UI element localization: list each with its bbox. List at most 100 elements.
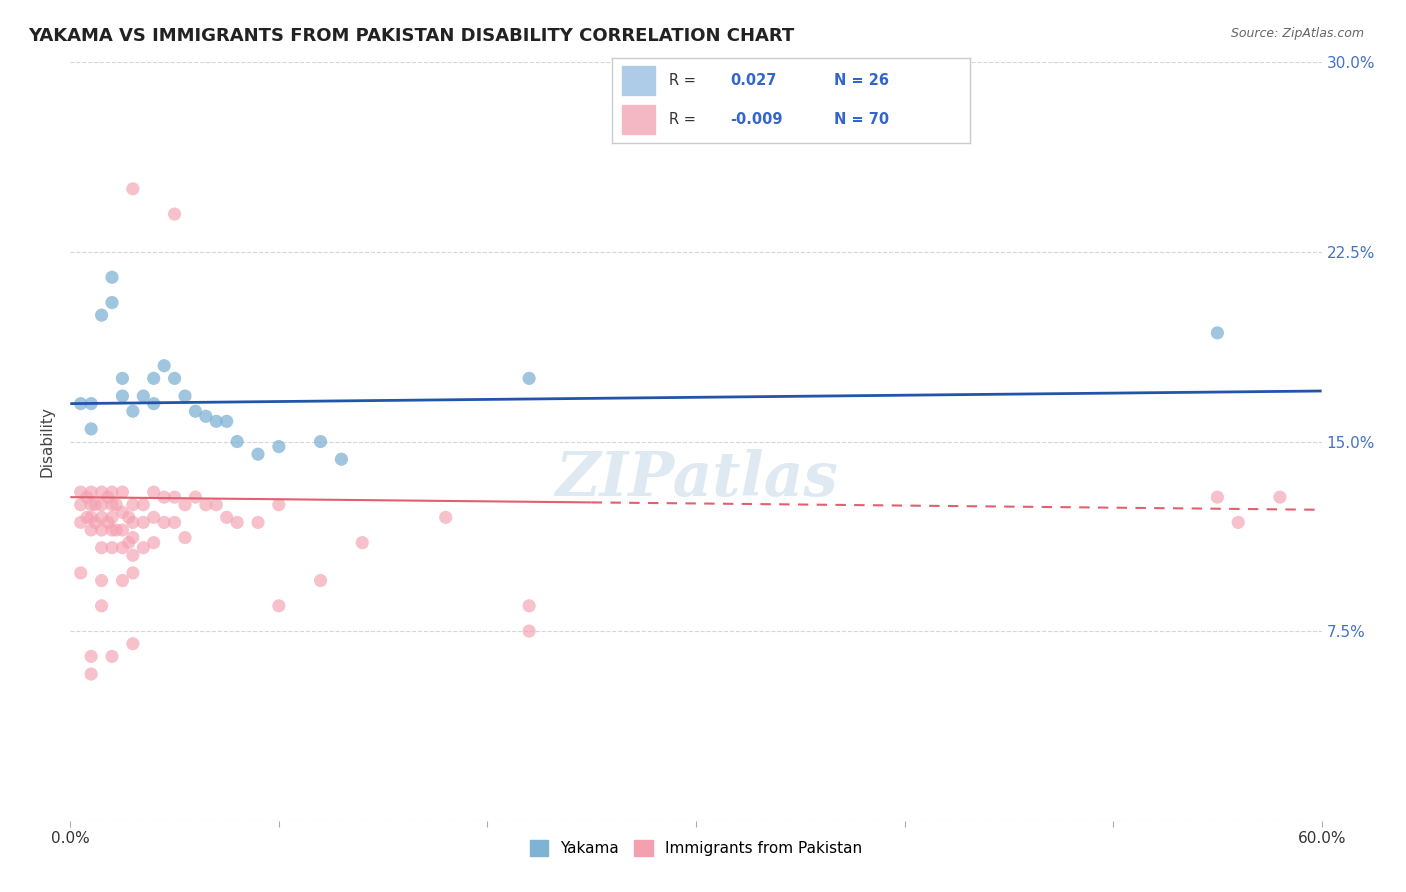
Point (184, 404, 207, 418)
Point (132, 498, 155, 512)
Point (80, 523, 103, 537)
Point (174, 531, 197, 545)
Point (111, 485, 134, 500)
Point (76, 510, 98, 524)
Point (1227, 516, 1250, 530)
Point (226, 434, 249, 449)
Text: N = 70: N = 70 (834, 112, 889, 127)
Point (153, 516, 176, 530)
Point (1268, 490, 1291, 504)
FancyBboxPatch shape (623, 104, 655, 134)
Text: 0.027: 0.027 (730, 73, 776, 88)
Point (267, 599, 290, 613)
Point (267, 440, 290, 454)
Text: N = 26: N = 26 (834, 73, 889, 88)
Point (121, 566, 145, 580)
Point (1206, 490, 1229, 504)
Point (76, 490, 98, 504)
Point (174, 389, 197, 403)
Point (69, 396, 91, 410)
Point (118, 535, 141, 549)
Text: ZIPatlas: ZIPatlas (554, 450, 838, 509)
Point (80, 498, 103, 512)
Legend: Yakama, Immigrants from Pakistan: Yakama, Immigrants from Pakistan (523, 834, 869, 863)
Point (90, 523, 112, 537)
Point (247, 516, 270, 530)
Point (90, 308, 112, 322)
Point (80, 422, 103, 436)
Text: R =: R = (669, 73, 696, 88)
Point (132, 389, 155, 403)
Text: YAKAMA VS IMMIGRANTS FROM PAKISTAN DISABILITY CORRELATION CHART: YAKAMA VS IMMIGRANTS FROM PAKISTAN DISAB… (28, 27, 794, 45)
Point (121, 637, 145, 651)
Point (118, 510, 141, 524)
Point (80, 396, 103, 410)
Point (163, 516, 186, 530)
Point (111, 574, 134, 588)
Point (121, 531, 145, 545)
Point (121, 404, 145, 418)
Point (517, 624, 540, 639)
Point (121, 548, 145, 563)
Point (194, 498, 217, 512)
Point (517, 599, 540, 613)
Point (69, 566, 91, 580)
Point (101, 649, 124, 664)
Point (142, 371, 165, 385)
Point (84, 498, 107, 512)
Point (105, 498, 128, 512)
Point (142, 396, 165, 410)
Point (69, 498, 91, 512)
Point (105, 523, 128, 537)
Point (205, 498, 228, 512)
Text: -0.009: -0.009 (730, 112, 782, 127)
Point (121, 498, 145, 512)
Point (80, 649, 103, 664)
Point (226, 516, 249, 530)
Point (80, 510, 103, 524)
Point (111, 541, 134, 555)
Point (90, 574, 112, 588)
Text: Source: ZipAtlas.com: Source: ZipAtlas.com (1230, 27, 1364, 40)
Point (84, 516, 107, 530)
Point (80, 485, 103, 500)
Point (247, 447, 270, 461)
Y-axis label: Disability: Disability (39, 406, 55, 477)
Point (101, 541, 124, 555)
Point (163, 207, 186, 221)
Point (1206, 326, 1229, 340)
Point (101, 295, 124, 310)
Point (174, 498, 197, 512)
Point (69, 485, 91, 500)
Point (132, 516, 155, 530)
Point (90, 599, 112, 613)
Point (101, 498, 124, 512)
Point (215, 414, 238, 428)
Point (215, 510, 238, 524)
Point (434, 510, 457, 524)
Point (267, 498, 290, 512)
Point (142, 485, 165, 500)
Point (517, 371, 540, 385)
Text: R =: R = (669, 112, 696, 127)
Point (121, 182, 145, 196)
Point (194, 409, 217, 424)
Point (90, 498, 112, 512)
Point (101, 510, 124, 524)
Point (97, 516, 120, 530)
Point (97, 490, 120, 504)
Point (121, 516, 145, 530)
Point (111, 389, 134, 403)
Point (309, 574, 332, 588)
Point (163, 371, 186, 385)
Point (142, 535, 165, 549)
Point (90, 485, 112, 500)
Point (90, 510, 112, 524)
Point (132, 541, 155, 555)
Point (330, 452, 353, 467)
Point (309, 434, 332, 449)
Point (352, 535, 374, 549)
Point (111, 505, 134, 519)
Point (101, 270, 124, 285)
Point (69, 516, 91, 530)
